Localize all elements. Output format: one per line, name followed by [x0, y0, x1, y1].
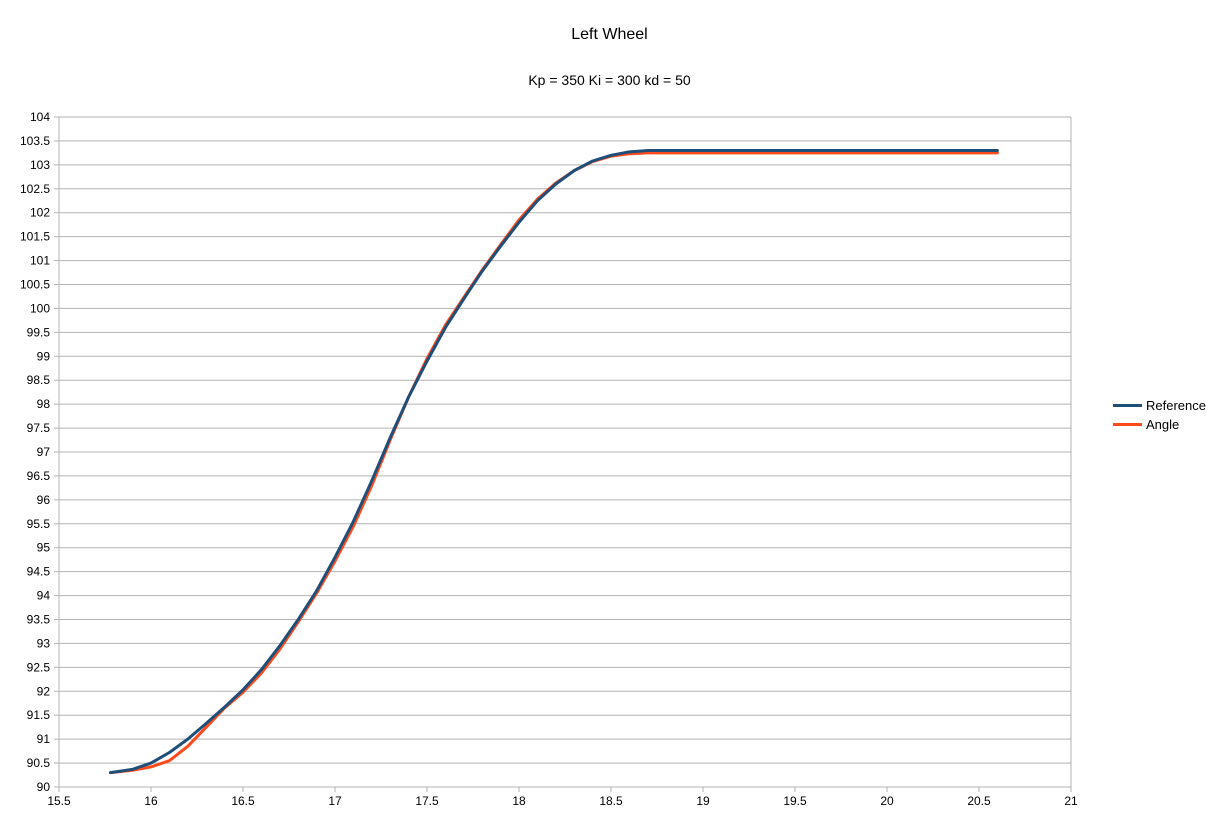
y-tick-label: 103.5 [20, 134, 50, 148]
x-tick-label: 20.5 [967, 794, 991, 808]
y-tick-label: 99 [37, 349, 51, 363]
y-tick-label: 92 [37, 684, 51, 698]
x-tick-label: 20 [880, 794, 894, 808]
x-tick-label: 17 [328, 794, 342, 808]
y-tick-label: 101 [30, 254, 50, 268]
x-tick-label: 17.5 [415, 794, 439, 808]
y-tick-label: 98 [37, 397, 51, 411]
legend: Reference Angle [1113, 396, 1206, 434]
legend-swatch-reference [1113, 404, 1142, 407]
y-tick-label: 93 [37, 636, 51, 650]
y-tick-label: 104 [30, 110, 50, 124]
y-tick-label: 93.5 [27, 613, 51, 627]
y-tick-label: 95.5 [27, 517, 51, 531]
y-tick-label: 100 [30, 301, 50, 315]
series-line-angle [109, 151, 999, 775]
y-tick-label: 102.5 [20, 182, 50, 196]
y-tick-label: 101.5 [20, 230, 50, 244]
y-tick-label: 99.5 [27, 325, 51, 339]
y-tick-label: 94.5 [27, 565, 51, 579]
x-tick-label: 18.5 [599, 794, 623, 808]
legend-label-reference: Reference [1146, 398, 1206, 413]
x-tick-label: 21 [1064, 794, 1078, 808]
x-tick-label: 19.5 [783, 794, 807, 808]
y-tick-label: 91.5 [27, 708, 51, 722]
legend-item-angle: Angle [1113, 415, 1206, 434]
y-tick-label: 98.5 [27, 373, 51, 387]
y-tick-label: 91 [37, 732, 51, 746]
y-tick-label: 96.5 [27, 469, 51, 483]
chart-title: Left Wheel [571, 26, 648, 43]
y-tick-label: 100.5 [20, 278, 50, 292]
y-tick-label: 95 [37, 541, 51, 555]
y-tick-label: 90.5 [27, 756, 51, 770]
x-tick-label: 15.5 [47, 794, 71, 808]
y-tick-label: 92.5 [27, 660, 51, 674]
y-tick-label: 103 [30, 158, 50, 172]
y-tick-label: 102 [30, 206, 50, 220]
x-tick-label: 18 [512, 794, 526, 808]
y-tick-label: 96 [37, 493, 51, 507]
y-tick-label: 97.5 [27, 421, 51, 435]
series-line-reference [109, 149, 999, 775]
y-tick-label: 94 [37, 589, 51, 603]
y-tick-label: 90 [37, 780, 51, 794]
x-tick-label: 16.5 [231, 794, 255, 808]
chart-subtitle: Kp = 350 Ki = 300 kd = 50 [528, 72, 691, 88]
x-tick-label: 16 [144, 794, 158, 808]
legend-label-angle: Angle [1146, 417, 1180, 432]
x-tick-label: 19 [696, 794, 710, 808]
legend-item-reference: Reference [1113, 396, 1206, 415]
legend-swatch-angle [1113, 423, 1142, 426]
y-tick-label: 97 [37, 445, 51, 459]
